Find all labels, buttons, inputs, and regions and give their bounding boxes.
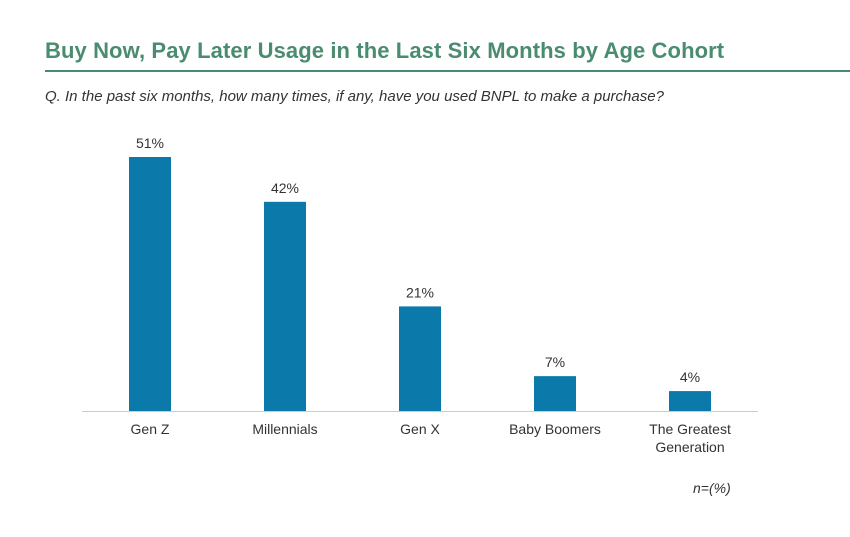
chart-title: Buy Now, Pay Later Usage in the Last Six… <box>45 38 725 63</box>
data-label: 42% <box>271 180 299 196</box>
sample-note: n=(%) <box>693 480 731 496</box>
data-label: 7% <box>545 354 565 370</box>
data-label: 4% <box>680 369 700 385</box>
category-label: Millennials <box>252 421 317 437</box>
bar-gen-z <box>129 157 171 411</box>
data-label: 51% <box>136 135 164 151</box>
category-label: Baby Boomers <box>509 421 601 437</box>
category-label: The Greatest <box>649 421 731 437</box>
category-label: Gen Z <box>131 421 170 437</box>
chart-subtitle: Q. In the past six months, how many time… <box>45 88 664 105</box>
bar-millennials <box>264 201 306 411</box>
data-label: 21% <box>406 284 434 300</box>
category-label: Generation <box>655 439 724 455</box>
bar-the-greatest-generation <box>669 391 711 411</box>
title-divider <box>45 70 850 72</box>
bar-gen-x <box>399 306 441 411</box>
bar-baby-boomers <box>534 376 576 411</box>
category-label: Gen X <box>400 421 440 437</box>
